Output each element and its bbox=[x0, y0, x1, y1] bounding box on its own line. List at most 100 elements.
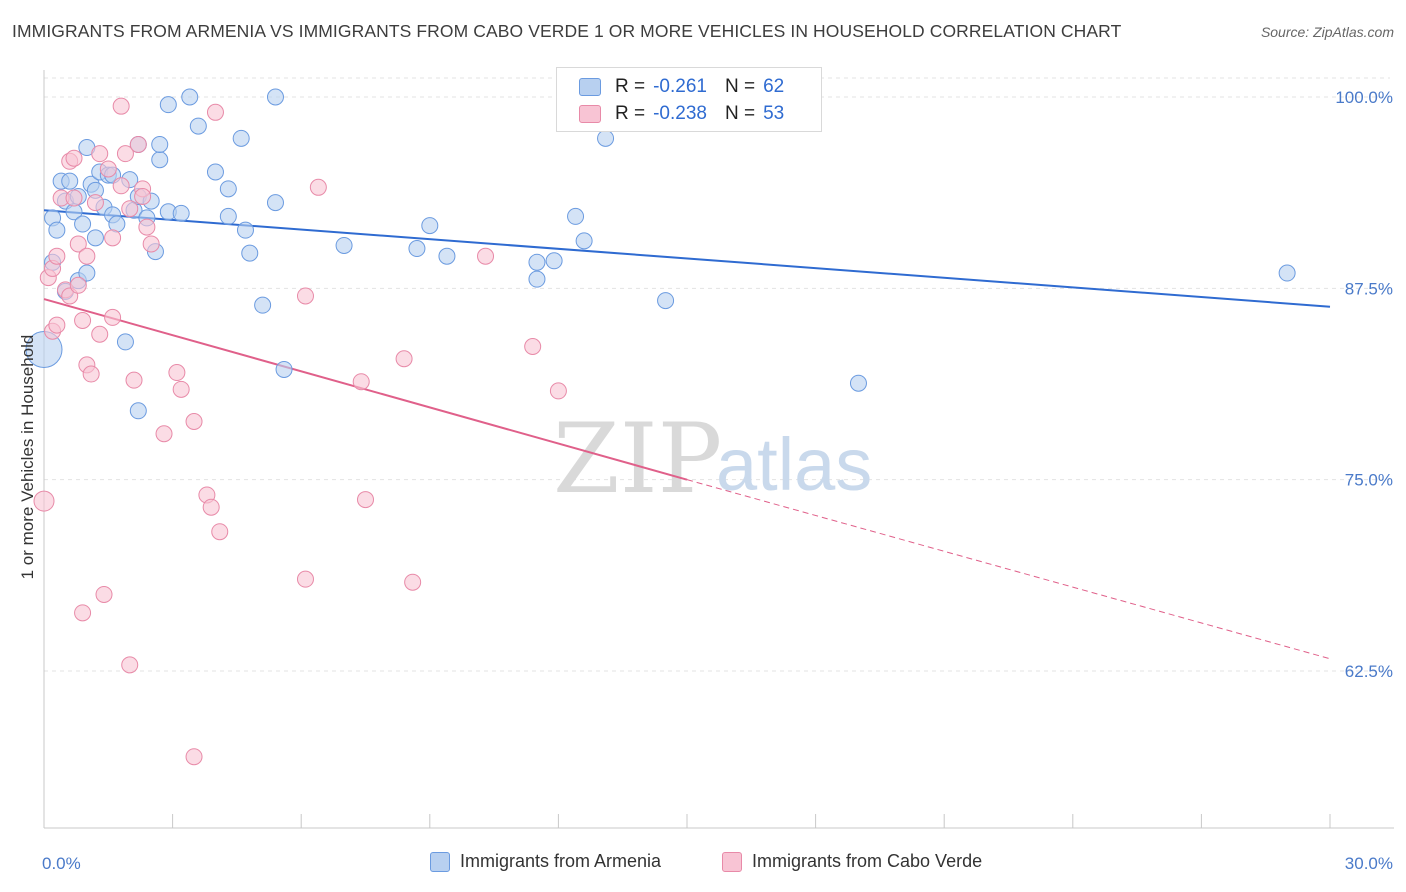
y-tick-label: 100.0% bbox=[1335, 88, 1393, 107]
data-point bbox=[91, 145, 109, 163]
data-point bbox=[528, 270, 546, 288]
data-point bbox=[357, 491, 374, 509]
data-point bbox=[61, 172, 79, 190]
data-point bbox=[129, 135, 147, 153]
data-point bbox=[254, 296, 272, 314]
data-point bbox=[121, 656, 139, 674]
data-point bbox=[121, 200, 139, 218]
trend-line-cabo-verde bbox=[43, 298, 688, 481]
data-point bbox=[241, 244, 259, 262]
x-tick-label-max: 30.0% bbox=[1345, 854, 1393, 873]
data-point bbox=[134, 187, 152, 205]
legend-row-cabo-verde: R = -0.238 N = 53 bbox=[579, 102, 784, 126]
axes bbox=[43, 70, 1394, 829]
data-point bbox=[408, 240, 426, 258]
data-point bbox=[206, 103, 224, 121]
data-point bbox=[395, 350, 413, 368]
data-points bbox=[25, 88, 1296, 766]
data-point bbox=[48, 316, 66, 334]
data-point bbox=[172, 204, 190, 222]
legend-swatch-armenia bbox=[579, 78, 601, 96]
data-point bbox=[69, 276, 87, 294]
y-tick-labels: 100.0% 87.5% 75.0% 62.5% bbox=[1335, 88, 1393, 681]
data-point bbox=[266, 88, 284, 106]
data-point bbox=[48, 247, 66, 265]
legend-n-value: 53 bbox=[763, 103, 785, 124]
trend-lines bbox=[43, 209, 1331, 660]
legend-row-armenia: R = -0.261 N = 62 bbox=[579, 75, 784, 99]
data-point bbox=[232, 129, 250, 147]
watermark-zip: ZIP bbox=[553, 403, 722, 515]
data-point bbox=[159, 96, 177, 114]
series-swatch-cabo-verde bbox=[722, 851, 742, 872]
data-point bbox=[172, 380, 190, 398]
trend-line-extension-cabo-verde bbox=[686, 479, 1331, 660]
data-point bbox=[206, 163, 224, 181]
data-point bbox=[524, 337, 542, 355]
data-point bbox=[91, 325, 109, 343]
data-point bbox=[86, 229, 104, 247]
data-point bbox=[404, 573, 422, 591]
data-point bbox=[545, 252, 563, 270]
data-point bbox=[849, 374, 867, 392]
data-point bbox=[168, 364, 186, 382]
data-point bbox=[477, 247, 495, 265]
data-point bbox=[352, 373, 370, 391]
data-point bbox=[129, 402, 147, 420]
data-point bbox=[597, 129, 615, 147]
series-legend: Immigrants from Armenia Immigrants from … bbox=[0, 851, 1406, 877]
data-point bbox=[528, 253, 546, 271]
source-credit: Source: ZipAtlas.com bbox=[1260, 24, 1394, 40]
series-cabo-verde-points bbox=[33, 97, 567, 766]
data-point bbox=[82, 365, 100, 383]
series-legend-cabo-verde[interactable]: Immigrants from Cabo Verde bbox=[722, 851, 982, 872]
x-tick-labels: 0.0% 30.0% bbox=[42, 854, 1393, 873]
data-point bbox=[65, 189, 83, 207]
watermark-atlas: atlas bbox=[716, 423, 872, 506]
data-point bbox=[104, 308, 122, 326]
data-point bbox=[99, 160, 117, 178]
legend-r-label: R = bbox=[615, 103, 646, 124]
data-point bbox=[657, 292, 675, 310]
data-point bbox=[155, 425, 173, 443]
data-point bbox=[438, 247, 456, 265]
legend-r-value: -0.261 bbox=[653, 76, 707, 97]
series-swatch-armenia bbox=[430, 851, 450, 872]
legend-n-label: N = bbox=[724, 76, 756, 97]
data-point bbox=[116, 145, 134, 163]
data-point bbox=[151, 151, 169, 169]
correlation-legend: R = -0.261 N = 62 R = -0.238 N = 53 bbox=[556, 67, 822, 132]
data-point bbox=[549, 382, 567, 400]
data-point bbox=[112, 177, 130, 195]
data-point bbox=[211, 523, 229, 541]
data-point bbox=[125, 371, 143, 389]
data-point bbox=[65, 149, 83, 167]
x-tick-label-min: 0.0% bbox=[42, 854, 81, 873]
series-legend-armenia[interactable]: Immigrants from Armenia bbox=[430, 851, 661, 872]
data-point bbox=[185, 413, 203, 431]
trend-line-armenia bbox=[43, 209, 1331, 308]
data-point bbox=[567, 207, 585, 225]
data-point bbox=[236, 221, 254, 239]
data-point bbox=[575, 232, 593, 250]
data-point bbox=[112, 97, 130, 115]
data-point bbox=[266, 194, 284, 212]
data-point bbox=[275, 360, 293, 378]
data-point bbox=[69, 235, 87, 253]
legend-swatch-cabo-verde bbox=[579, 105, 601, 123]
data-point bbox=[219, 207, 237, 225]
data-point bbox=[335, 236, 353, 254]
gridlines bbox=[44, 77, 1390, 672]
data-point bbox=[104, 229, 122, 247]
y-axis-label: 1 or more Vehicles in Household bbox=[18, 335, 37, 580]
data-point bbox=[296, 570, 314, 588]
series-label-cabo-verde: Immigrants from Cabo Verde bbox=[752, 851, 983, 871]
data-point bbox=[74, 311, 92, 329]
watermark: ZIP atlas bbox=[553, 403, 872, 515]
series-armenia-points bbox=[25, 88, 1296, 420]
data-point bbox=[1278, 264, 1296, 282]
data-point bbox=[86, 194, 104, 212]
data-point bbox=[95, 585, 113, 603]
data-point bbox=[78, 247, 96, 265]
